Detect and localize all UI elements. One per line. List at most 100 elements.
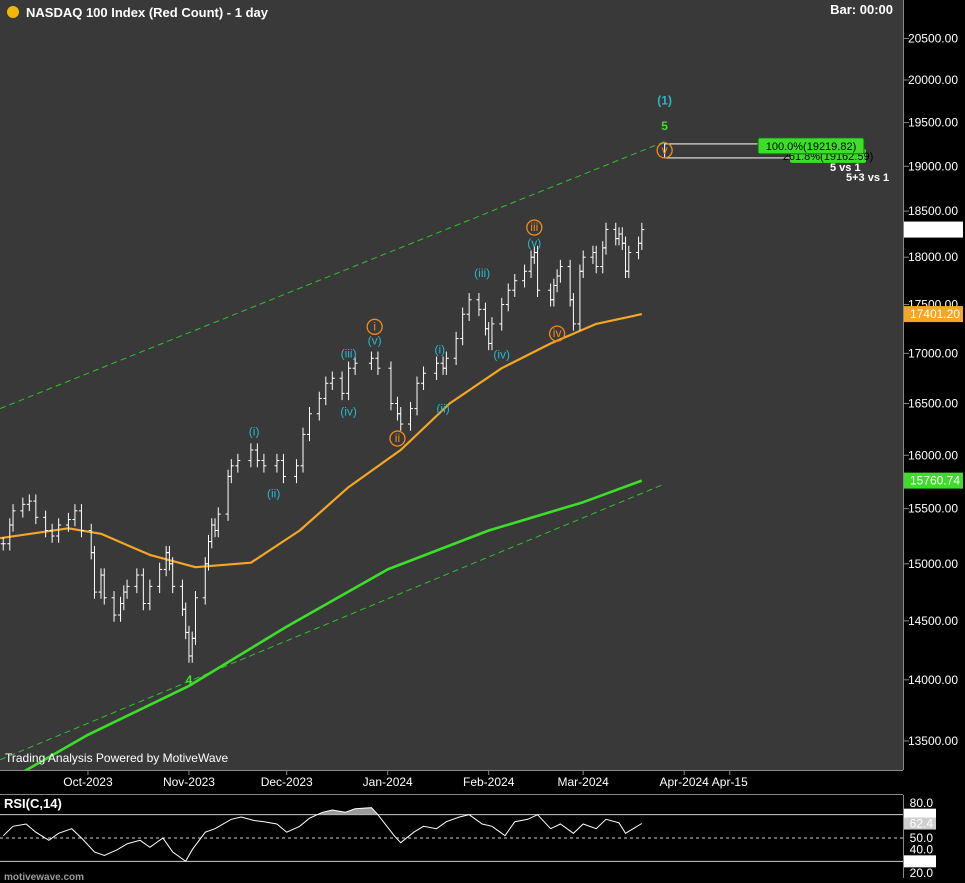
ohlc-bar xyxy=(293,459,299,484)
price-panel xyxy=(0,0,903,770)
ohlc-bar xyxy=(557,259,563,283)
wave-circle xyxy=(656,142,673,159)
ohlc-bar xyxy=(346,361,352,401)
ohlc-bar xyxy=(535,245,541,297)
fib-target-box: 261.8%(19162.59)100.0%(19219.82)5 vs 15+… xyxy=(664,137,889,184)
rsi-tick-label: 20.0 xyxy=(910,866,934,880)
ohlc-bar xyxy=(56,518,62,543)
ohlc-bar xyxy=(388,361,394,411)
price-marker-bg xyxy=(904,472,963,489)
rsi-line xyxy=(2,807,643,863)
ohlc-bar xyxy=(134,568,140,594)
price-tick-label: 15000.00 xyxy=(908,557,958,571)
rsi-axis: 80.070.062.450.040.030.020.0 xyxy=(904,796,936,880)
time-tick-label: Dec-2023 xyxy=(261,775,313,789)
wave-label-orange: i xyxy=(373,319,376,333)
time-tick-label: Nov-2023 xyxy=(163,775,215,789)
wave-label: (i) xyxy=(249,424,260,438)
rsi-marker-bg xyxy=(904,855,936,868)
price-axis[interactable]: 13500.00 14000.00 14500.00 15000.00 15500.00… xyxy=(903,31,958,748)
ohlc-bar xyxy=(505,283,511,312)
ohlc-bar xyxy=(300,427,306,473)
time-tick-label: Apr-2024 xyxy=(659,775,709,789)
time-tick-label: Feb-2024 xyxy=(463,775,515,789)
ohlc-bar xyxy=(460,307,466,346)
price-tick-label: 13500.00 xyxy=(908,734,958,748)
fib-label-1: 100.0%(19219.82) xyxy=(766,141,857,153)
wave-circle xyxy=(526,219,543,236)
wave-label: 4 xyxy=(186,673,193,687)
price-tick-label: 16000.00 xyxy=(908,448,958,462)
price-bars xyxy=(0,222,645,663)
rsi-marker-label: 62.4 xyxy=(910,817,934,831)
wave-label: (iv) xyxy=(493,347,510,361)
ohlc-bar xyxy=(274,453,280,473)
ohlc-bar xyxy=(280,453,286,484)
wave-label: (i) xyxy=(434,342,445,356)
ohlc-bar xyxy=(434,356,440,380)
bar-timer: Bar: 00:00 xyxy=(830,2,893,17)
rsi-chart xyxy=(0,807,903,863)
time-axis-bg xyxy=(0,770,965,792)
ohlc-bar xyxy=(593,245,599,274)
ohlc-bar xyxy=(147,579,153,611)
rsi-title: RSI(C,14) xyxy=(4,796,62,811)
price-tick-label: 19000.00 xyxy=(908,159,958,173)
price-tick-label: 14500.00 xyxy=(908,614,958,628)
price-marker-bg xyxy=(904,306,963,323)
ohlc-bar xyxy=(522,264,528,288)
price-tick-label: 19500.00 xyxy=(908,116,958,130)
moving-averages xyxy=(0,313,643,787)
ohlc-bar xyxy=(512,273,518,297)
wave-labels: 4(i)(ii)(iii)(iv)(v)iii(i)(ii)(iii)(iv)(… xyxy=(186,93,673,687)
ohlc-bar xyxy=(254,443,260,468)
chart-title: NASDAQ 100 Index (Red Count) - 1 day xyxy=(26,5,269,20)
ohlc-bar xyxy=(157,562,163,594)
price-tick-label: 20000.00 xyxy=(908,73,958,87)
time-tick-label: Oct-2023 xyxy=(63,775,113,789)
rsi-tick-label: 50.0 xyxy=(910,831,934,845)
time-axis[interactable]: Oct-2023 Nov-2023 Dec-2023 Jan-2024 Feb-2024… xyxy=(63,770,748,789)
price-marker-label: 18298.00 xyxy=(910,223,960,237)
site-watermark: motivewave.com xyxy=(4,872,84,883)
rsi-tick-label: 80.0 xyxy=(910,796,934,810)
ohlc-bar xyxy=(414,376,420,416)
price-tick-label: 16500.00 xyxy=(908,397,958,411)
wave-label-orange: v xyxy=(662,143,668,157)
wave-label: (iv) xyxy=(340,405,357,419)
ohlc-bar xyxy=(352,356,358,375)
ohlc-bar xyxy=(307,407,313,442)
ohlc-bar xyxy=(78,504,84,538)
status-dot-icon xyxy=(7,6,19,18)
watermark-bg xyxy=(0,869,100,883)
ohlc-bar xyxy=(215,507,221,538)
wave-label: (iii) xyxy=(341,346,357,360)
ohlc-bar xyxy=(398,407,404,431)
rsi-panel xyxy=(0,795,903,878)
ohlc-bar xyxy=(26,494,32,512)
wave-label: (v) xyxy=(368,334,382,348)
ohlc-bar xyxy=(368,351,374,370)
ma-green-line xyxy=(0,479,643,787)
ohlc-bar xyxy=(235,453,241,473)
time-tick-label: Apr-15 xyxy=(712,775,748,789)
fib-label-bg-1 xyxy=(757,137,865,155)
time-tick-label: Jan-2024 xyxy=(363,775,413,789)
ohlc-bar xyxy=(33,494,39,525)
ohlc-bar xyxy=(489,317,495,351)
ohlc-bar xyxy=(0,537,6,551)
ohlc-bar xyxy=(101,568,107,605)
ohlc-bar xyxy=(443,351,449,375)
wave-label-orange: iii xyxy=(530,220,538,234)
ohlc-bar xyxy=(323,376,329,406)
ma-orange-line xyxy=(0,313,643,569)
price-marker-label: 17401.20 xyxy=(910,307,960,321)
rsi-marker-label: 30.0 xyxy=(910,854,934,868)
credit-text: Trading Analysis Powered by MotiveWave xyxy=(5,751,229,765)
ohlc-bar xyxy=(453,331,459,366)
ohlc-bar xyxy=(499,297,505,331)
rsi-marker-bg xyxy=(904,817,936,830)
wave-label: 5 xyxy=(661,119,668,133)
ohlc-bar xyxy=(192,591,198,646)
